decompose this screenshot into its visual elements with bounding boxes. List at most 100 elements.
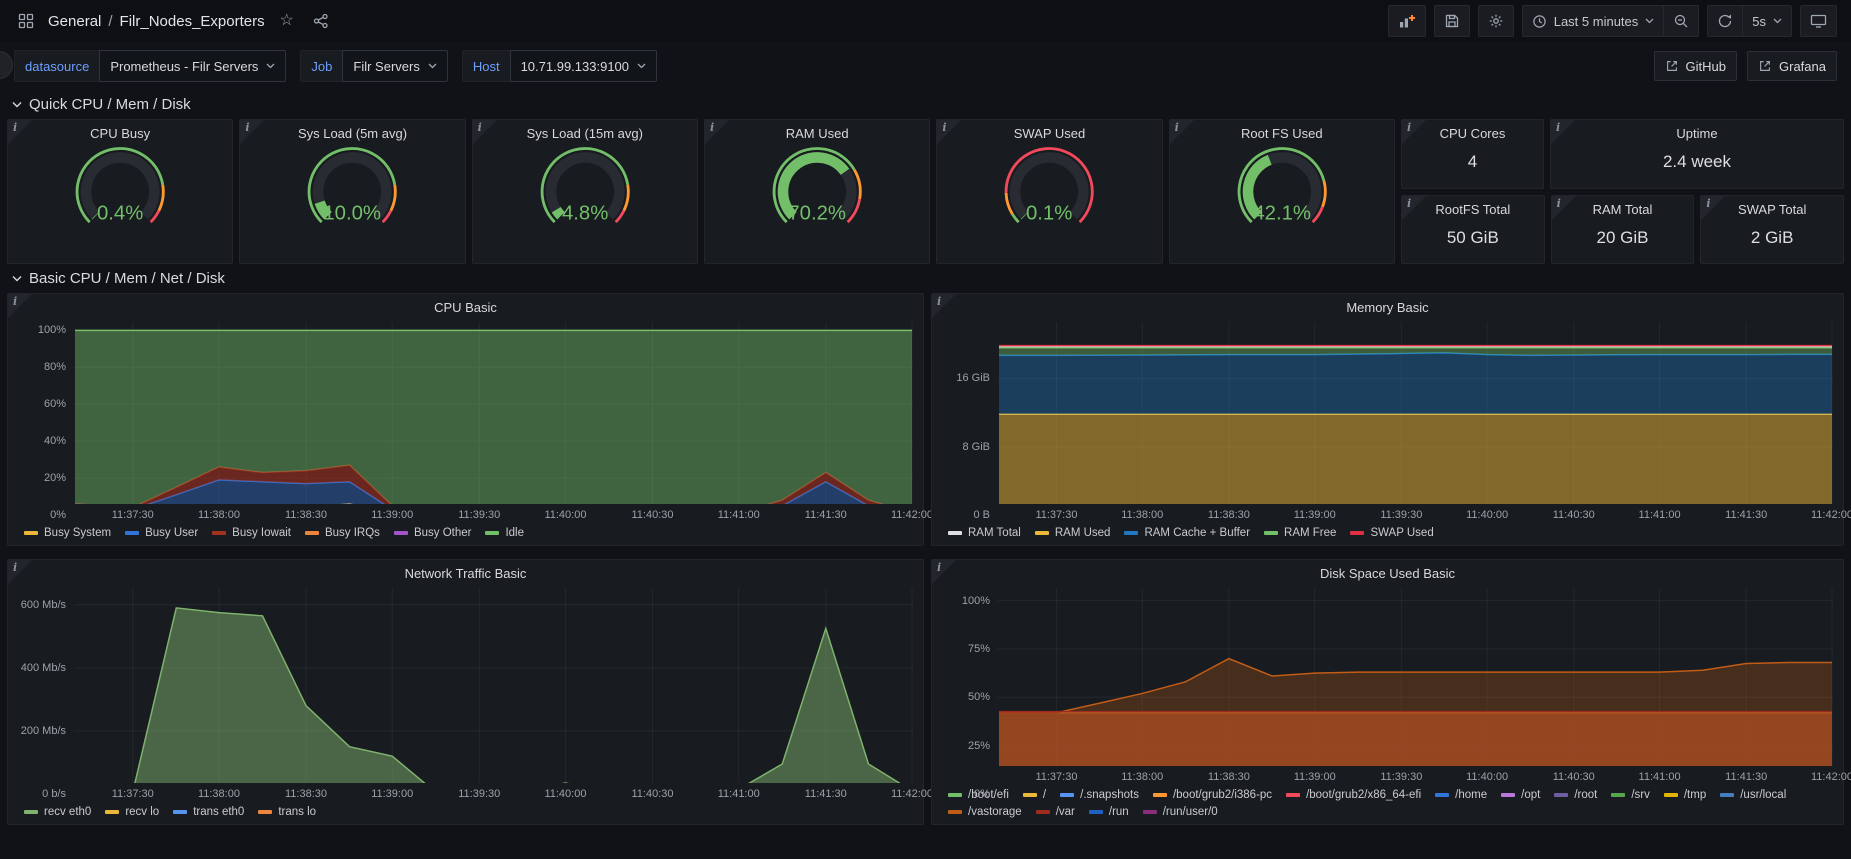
panel-title[interactable]: Root FS Used xyxy=(1240,126,1323,141)
legend-item[interactable]: Busy Iowait xyxy=(212,527,291,539)
variable-datasource-label: datasource xyxy=(14,50,100,82)
panel-title[interactable]: Sys Load (5m avg) xyxy=(297,126,408,141)
panel-title[interactable]: Memory Basic xyxy=(1346,300,1429,315)
legend-item[interactable]: /vastorage xyxy=(948,806,1022,818)
refresh-interval-button[interactable]: 5s xyxy=(1742,5,1792,37)
zoom-out-button[interactable] xyxy=(1663,5,1700,37)
panel-title[interactable]: SWAP Total xyxy=(1737,202,1807,217)
dashboard-settings-button[interactable] xyxy=(1477,5,1514,37)
panel-title[interactable]: Disk Space Used Basic xyxy=(1319,566,1456,581)
disk-space-used-basic-plot xyxy=(998,588,1833,766)
panel-title[interactable]: CPU Busy xyxy=(90,126,151,141)
legend-item[interactable]: /.snapshots xyxy=(1060,789,1139,801)
panel-title[interactable]: RAM Total xyxy=(1592,202,1653,217)
section-quick-cpu-mem-disk[interactable]: Quick CPU / Mem / Disk xyxy=(0,90,1851,119)
legend-item[interactable]: /boot/efi xyxy=(948,789,1009,801)
disk-space-plot-area[interactable] xyxy=(998,588,1833,766)
panel-info-icon[interactable]: i xyxy=(1402,120,1426,144)
legend-item[interactable]: Idle xyxy=(485,527,524,539)
legend-item[interactable]: recv lo xyxy=(105,806,159,818)
panel-title[interactable]: Uptime xyxy=(1676,126,1718,141)
legend-label: /run/user/0 xyxy=(1162,806,1218,818)
legend-item[interactable]: /boot/grub2/x86_64-efi xyxy=(1286,789,1421,801)
panel-info-icon[interactable]: i xyxy=(932,294,956,318)
cpu-basic-plot-area[interactable] xyxy=(74,322,913,504)
network-traffic-plot-area[interactable] xyxy=(74,588,913,783)
grafana-link-button[interactable]: Grafana xyxy=(1747,51,1837,81)
legend-label: /root xyxy=(1574,789,1598,801)
panel-info-icon[interactable]: i xyxy=(704,120,729,144)
legend-item[interactable]: RAM Free xyxy=(1264,527,1336,539)
legend-item[interactable]: Busy Other xyxy=(393,527,472,539)
legend-item[interactable]: SWAP Used xyxy=(1350,527,1434,539)
apps-grid-icon[interactable] xyxy=(14,9,38,33)
legend-item[interactable]: RAM Total xyxy=(948,527,1021,539)
legend-item[interactable]: /usr/local xyxy=(1720,789,1786,801)
legend-item[interactable]: / xyxy=(1022,789,1046,801)
panel-info-icon[interactable]: i xyxy=(8,560,32,584)
breadcrumb-folder[interactable]: General xyxy=(48,12,102,30)
legend-item[interactable]: /boot/grub2/i386-pc xyxy=(1152,789,1272,801)
panel-info-icon[interactable]: i xyxy=(1551,196,1576,220)
legend-item[interactable]: /run xyxy=(1088,806,1129,818)
legend-item[interactable]: /root xyxy=(1554,789,1597,801)
panel-title[interactable]: RAM Used xyxy=(785,126,849,141)
legend-item[interactable]: Busy System xyxy=(24,527,111,539)
panel-title[interactable]: Sys Load (15m avg) xyxy=(526,126,643,141)
legend-item[interactable]: RAM Used xyxy=(1034,527,1110,539)
memory-basic-plot-area[interactable] xyxy=(998,322,1833,504)
x-axis-label: 11:39:00 xyxy=(371,788,414,800)
cycle-view-button[interactable] xyxy=(1800,5,1837,37)
legend-item[interactable]: /tmp xyxy=(1663,789,1706,801)
y-axis-label: 80% xyxy=(43,361,66,374)
clock-icon xyxy=(1532,14,1546,28)
add-panel-button[interactable] xyxy=(1387,5,1426,37)
legend-swatch xyxy=(24,531,38,535)
panel-info-icon[interactable]: i xyxy=(1701,196,1726,220)
panel-title[interactable]: CPU Basic xyxy=(434,300,497,315)
legend-item[interactable]: /var xyxy=(1035,806,1075,818)
variable-datasource-select[interactable]: Prometheus - Filr Servers xyxy=(99,50,287,82)
section-basic-cpu-mem-net-disk[interactable]: Basic CPU / Mem / Net / Disk xyxy=(0,264,1851,293)
panel-info-icon[interactable]: i xyxy=(1551,120,1575,144)
panel-info-icon[interactable]: i xyxy=(8,294,32,318)
panel-info-icon[interactable]: i xyxy=(1169,120,1194,144)
chevron-down-icon xyxy=(12,276,22,282)
variable-job-select[interactable]: Filr Servers xyxy=(342,50,448,82)
panel-info-icon[interactable]: i xyxy=(8,120,32,144)
gauge: 0.1% xyxy=(1004,147,1094,224)
legend-label: SWAP Used xyxy=(1370,527,1434,539)
share-icon[interactable] xyxy=(309,9,333,33)
star-icon[interactable]: ☆ xyxy=(279,12,294,29)
legend-item[interactable]: Busy IRQs xyxy=(304,527,380,539)
legend-item[interactable]: Busy User xyxy=(125,527,198,539)
refresh-button[interactable] xyxy=(1707,5,1743,37)
panel-info-icon[interactable]: i xyxy=(932,560,956,584)
panel-title[interactable]: Network Traffic Basic xyxy=(404,566,527,581)
time-range-button[interactable]: Last 5 minutes xyxy=(1521,5,1664,37)
legend-item[interactable]: recv eth0 xyxy=(24,806,91,818)
legend-item[interactable]: /run/user/0 xyxy=(1142,806,1218,818)
panel-title[interactable]: SWAP Used xyxy=(1013,126,1086,141)
legend-item[interactable]: trans lo xyxy=(258,806,316,818)
save-dashboard-button[interactable] xyxy=(1433,5,1470,37)
panel-info-icon[interactable]: i xyxy=(472,120,497,144)
github-link-button[interactable]: GitHub xyxy=(1653,51,1738,81)
legend-item[interactable]: /home xyxy=(1435,789,1487,801)
legend-item[interactable]: /srv xyxy=(1611,789,1650,801)
breadcrumb-dashboard-title[interactable]: Filr_Nodes_Exporters xyxy=(119,12,265,30)
legend-item[interactable]: trans eth0 xyxy=(173,806,244,818)
legend-swatch xyxy=(125,531,140,535)
legend-label: Busy Other xyxy=(413,527,472,539)
variable-host-select[interactable]: 10.71.99.133:9100 xyxy=(509,50,658,82)
panel-title[interactable]: CPU Cores xyxy=(1439,126,1506,141)
x-axis-label: 11:37:30 xyxy=(1035,771,1078,783)
panel-info-icon[interactable]: i xyxy=(240,120,265,144)
panel-info-icon[interactable]: i xyxy=(1402,196,1426,220)
panel-title[interactable]: RootFS Total xyxy=(1435,202,1511,217)
legend-swatch xyxy=(173,810,188,814)
legend-item[interactable]: /opt xyxy=(1501,789,1540,801)
panel-info-icon[interactable]: i xyxy=(937,120,962,144)
legend-item[interactable]: RAM Cache + Buffer xyxy=(1124,527,1250,539)
sidebar-toggle-handle[interactable] xyxy=(0,51,13,79)
